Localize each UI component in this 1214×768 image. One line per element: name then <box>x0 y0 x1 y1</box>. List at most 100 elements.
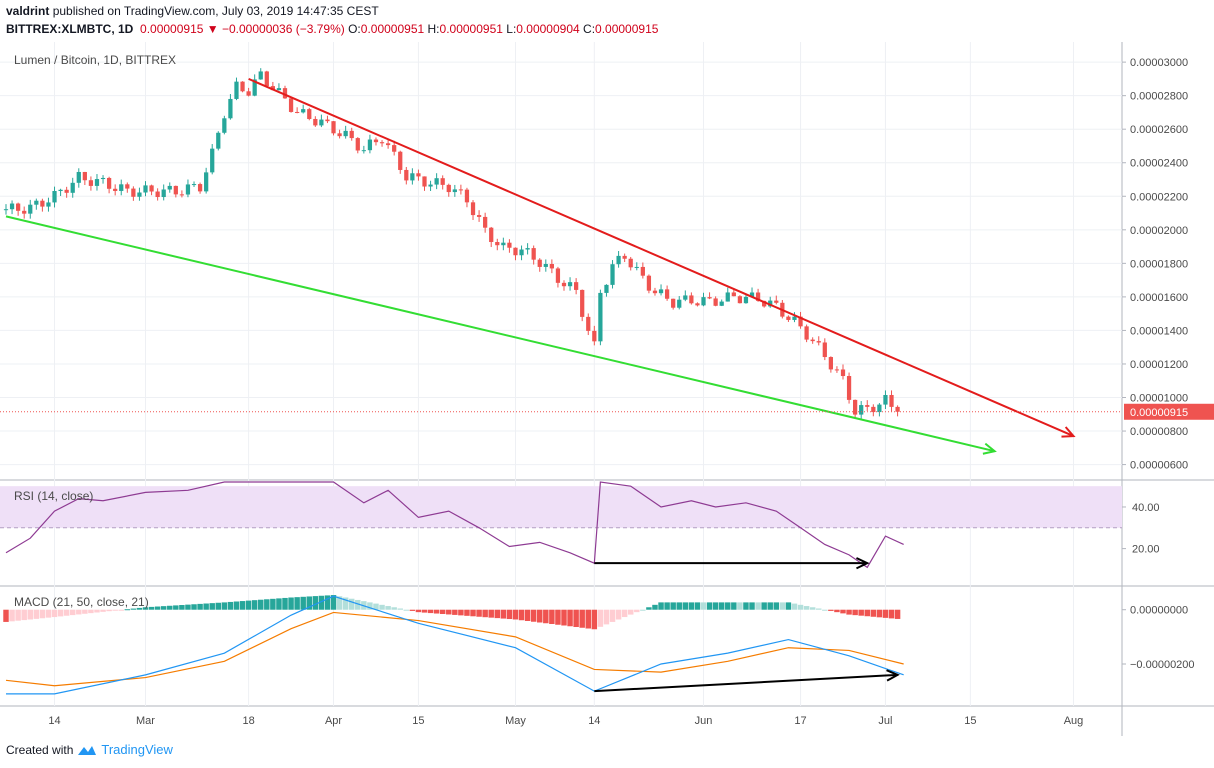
tradingview-brand[interactable]: TradingView <box>101 742 173 757</box>
histogram-bar <box>797 604 804 610</box>
histogram-bar <box>409 609 416 611</box>
candle-body <box>574 282 579 290</box>
candle-body <box>464 189 470 203</box>
histogram-bar <box>706 602 713 610</box>
price-change: ▼ −0.00000036 (−3.79%) <box>206 22 345 36</box>
candle-body <box>258 71 263 80</box>
x-axis: 14 Mar 18 Apr 15 May 14 Jun 17 Jul 15 Aug <box>48 42 1083 727</box>
candle-body <box>853 399 858 415</box>
macd-pane: 0.00000000 −0.00000200 MACD (21, 50, close… <box>3 595 1195 695</box>
histogram-bar <box>330 595 337 610</box>
symbol-info: BITTREX:XLMBTC, 1D 0.00000915 ▼ −0.00000… <box>6 22 658 36</box>
histogram-bar <box>822 609 828 611</box>
histogram-bar <box>45 609 52 618</box>
candle-body <box>483 216 488 228</box>
candle-body <box>100 177 106 180</box>
candle-body <box>507 242 512 248</box>
candle-body <box>76 171 81 183</box>
histogram-bar <box>755 602 761 610</box>
histogram-bar <box>773 602 780 610</box>
histogram-bar <box>306 596 312 610</box>
histogram-bar <box>840 609 846 614</box>
candle-body <box>373 139 379 143</box>
candle-body <box>828 357 833 370</box>
candle-body <box>301 109 306 113</box>
histogram-bar <box>433 609 440 614</box>
candle-body <box>658 289 664 294</box>
macd-pane-title: MACD (21, 50, close, 21) <box>14 595 149 609</box>
low-label: L: <box>506 22 517 36</box>
histogram-bar <box>725 602 731 610</box>
candle-body <box>234 81 239 99</box>
candle-body <box>640 266 645 276</box>
histogram-bar <box>597 609 604 627</box>
candle-body <box>197 184 203 192</box>
histogram-bar <box>355 599 361 610</box>
histogram-bar <box>233 601 240 610</box>
histogram-bar <box>852 609 858 616</box>
histogram-bar <box>179 605 185 610</box>
histogram-bar <box>573 609 579 628</box>
candle-body <box>410 173 415 181</box>
y-tick-label: 0.00003000 <box>1130 57 1188 69</box>
histogram-bar <box>21 609 27 621</box>
histogram-bar <box>537 609 543 623</box>
histogram-bar <box>258 599 264 610</box>
candle-body <box>840 369 846 377</box>
y-tick-label: 0.00002000 <box>1130 225 1188 237</box>
candle-body <box>622 255 627 259</box>
histogram-bar <box>561 609 567 626</box>
x-tick-label: 17 <box>794 715 806 727</box>
candle-body <box>173 185 178 195</box>
candle-body <box>822 342 827 358</box>
candle-body <box>792 316 797 320</box>
histogram-bar <box>367 602 373 610</box>
candle-body <box>755 292 761 301</box>
candle-body <box>416 173 421 177</box>
histogram-bar <box>15 609 21 621</box>
histogram-bar <box>27 609 33 620</box>
histogram-bar <box>646 607 652 610</box>
histogram-bar <box>828 609 834 611</box>
candle-body <box>586 316 591 331</box>
candle-body <box>598 292 603 342</box>
histogram-bar <box>658 602 664 610</box>
candle-body <box>361 150 366 152</box>
candle-body <box>610 264 615 285</box>
y-tick-label: 0.00000800 <box>1130 426 1188 438</box>
price-pane-title: Lumen / Bitcoin, 1D, BITTREX <box>14 53 176 67</box>
candle-body <box>762 300 767 307</box>
histogram-bar <box>106 609 112 612</box>
histogram-bar <box>700 602 707 610</box>
x-tick-label: 14 <box>588 715 600 727</box>
histogram-bar <box>421 609 428 613</box>
candle-body <box>592 330 597 342</box>
candle-body <box>270 86 275 91</box>
histogram-bar <box>391 607 397 610</box>
y-tick-label: 0.00000600 <box>1130 460 1188 472</box>
rsi-tick-label: 20.00 <box>1132 544 1160 556</box>
candle-body <box>94 179 100 186</box>
candle-body <box>604 284 609 293</box>
x-tick-label: 15 <box>964 715 976 727</box>
histogram-bar <box>530 609 537 622</box>
histogram-bar <box>743 602 749 610</box>
candle-body <box>719 301 724 306</box>
candle-body <box>470 202 476 216</box>
published-text: published on TradingView.com, July 03, 2… <box>52 4 379 18</box>
candle-body <box>149 185 154 192</box>
histogram-bar <box>603 609 610 625</box>
histogram-bar <box>767 602 773 610</box>
candle-body <box>458 189 464 191</box>
author-name[interactable]: valdrint <box>6 4 50 18</box>
histogram-bar <box>342 597 349 610</box>
histogram-bar <box>446 609 452 615</box>
y-tick-label: 0.00002200 <box>1130 191 1188 203</box>
candle-body <box>288 98 294 112</box>
chart-area[interactable]: 14 Mar 18 Apr 15 May 14 Jun 17 Jul 15 Aug 0.00003000… <box>0 42 1214 736</box>
histogram-bar <box>130 608 137 610</box>
x-tick-label: Apr <box>325 715 342 727</box>
histogram-bar <box>318 595 325 610</box>
histogram-bar <box>670 602 676 610</box>
y-tick-label: 0.00001800 <box>1130 258 1188 270</box>
